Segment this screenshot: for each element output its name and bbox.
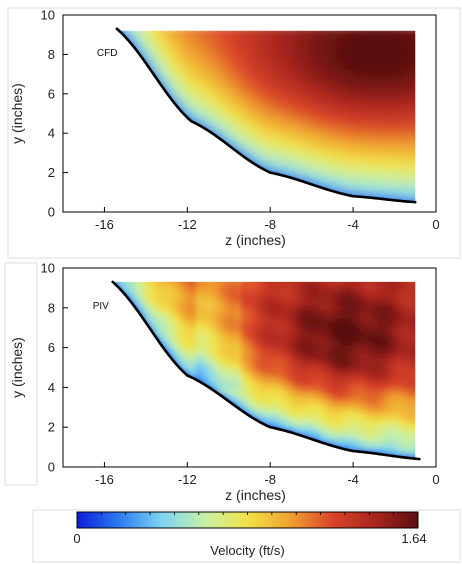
cfd-heatmap [116,28,416,203]
piv-x-axis-title: z (inches) [225,487,286,503]
cfd-x-axis-title: z (inches) [225,232,286,248]
cfd-panel: -16 -12 -8 -4 0 0 2 4 6 8 10 CFD z (inches) y (in… [9,8,440,249]
cfd-y-axis-title: y (inches) [9,83,25,144]
colorbar-min-label: 0 [73,531,80,546]
piv-y-tick-label: 6 [48,340,55,355]
piv-y-tick-label: 10 [41,261,55,276]
cfd-y-tick-label: 2 [48,165,55,180]
piv-plot-frame [62,267,437,468]
colorbar-frame [32,509,461,563]
piv-y-tick-label: 0 [48,460,55,475]
cfd-y-tick-label: 4 [48,126,55,141]
piv-x-tick-label: -8 [264,472,276,487]
piv-x-tick-label: -16 [95,472,114,487]
cfd-wall-curve [115,27,417,204]
piv-y-tick-label: 4 [48,380,55,395]
piv-wall-curve [111,280,421,461]
colorbar-title: Velocity (ft/s) [210,543,284,558]
cfd-panel-label: CFD [97,48,118,59]
piv-panel-label: PIV [93,301,109,312]
piv-y-tick-label: 2 [48,420,55,435]
piv-x-tick-label: -12 [178,472,197,487]
cfd-x-tick-label: -12 [178,217,197,232]
cfd-y-tick-label: 6 [48,86,55,101]
piv-y-tick-label: 8 [48,300,55,315]
piv-panel: -16 -12 -8 -4 0 0 2 4 6 8 10 PIV z (inches) y (in… [9,261,440,504]
piv-x-tick-label: 0 [432,472,439,487]
cfd-x-tick-label: -8 [264,217,276,232]
piv-heatmap [112,281,416,459]
cfd-y-tick-label: 8 [48,47,55,62]
cfd-y-tick-label: 10 [41,8,55,23]
colorbar-max-label: 1.64 [401,531,426,546]
cfd-label-frame [7,7,461,259]
piv-x-tick-label: -4 [347,472,359,487]
cfd-y-tick-label: 0 [48,205,55,220]
piv-label-frame [4,262,38,486]
cfd-plot-frame [62,14,437,213]
cfd-x-tick-label: -16 [95,217,114,232]
colorbar: 0 1.64 Velocity (ft/s) [73,511,427,558]
piv-y-axis-title: y (inches) [9,337,25,398]
cfd-x-tick-label: -4 [347,217,359,232]
cfd-x-tick-label: 0 [432,217,439,232]
